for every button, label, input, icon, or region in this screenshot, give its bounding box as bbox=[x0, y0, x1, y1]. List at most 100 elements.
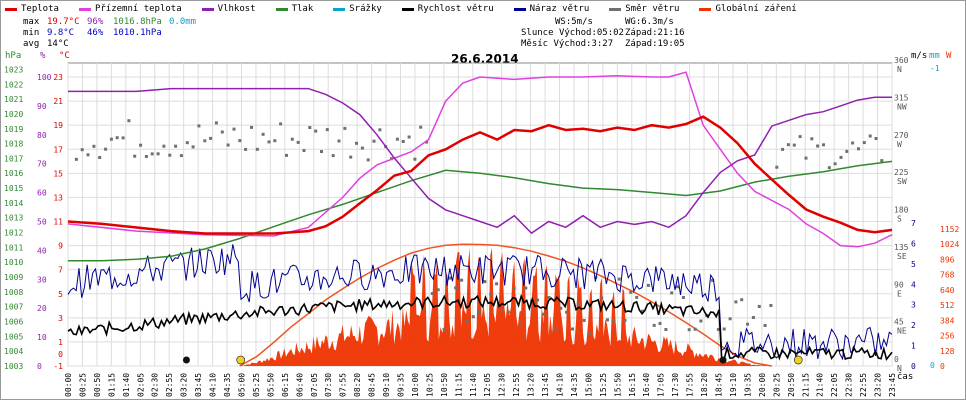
wind-dir-tick-name: NE bbox=[897, 327, 907, 336]
wind-dir-dot bbox=[133, 154, 137, 158]
series-line-tlak bbox=[68, 160, 893, 262]
stats-min-label: min bbox=[23, 28, 40, 38]
wind-dir-dot bbox=[174, 144, 178, 148]
wind-axis-unit: m/s bbox=[911, 51, 927, 61]
sun-set: Západ:21:16 bbox=[625, 28, 685, 38]
wind-dir-dot bbox=[115, 136, 119, 140]
moon-row: Měsíc Východ:3:27 bbox=[521, 39, 624, 50]
wind-dir-dot bbox=[238, 139, 242, 143]
x-tick-label: 15:50 bbox=[613, 373, 622, 397]
temp-tick: 1 bbox=[58, 338, 63, 347]
sun-label: Slunce bbox=[521, 28, 554, 38]
wind-dir-dot bbox=[232, 127, 236, 131]
wind-dir-dot bbox=[261, 132, 265, 136]
pressure-tick: 1003 bbox=[4, 362, 23, 371]
radiation-tick: 768 bbox=[940, 271, 955, 280]
wind-dir-dot bbox=[880, 159, 884, 163]
humidity-tick: 0 bbox=[37, 362, 42, 371]
wind-dir-dot bbox=[716, 327, 720, 331]
x-tick-label: 08:20 bbox=[353, 373, 362, 397]
wind-dir-dot bbox=[827, 166, 831, 170]
wind-dir-dot bbox=[355, 141, 358, 145]
x-tick-label: 23:20 bbox=[874, 373, 883, 397]
x-tick-label: 16:15 bbox=[628, 373, 637, 397]
wind-dir-dot bbox=[209, 136, 213, 140]
sunset-marker bbox=[793, 355, 803, 365]
stats-avg-row: avg 14°C bbox=[23, 39, 196, 50]
wind-speed-tick: 0 bbox=[911, 362, 916, 371]
wind-dir-dot bbox=[74, 157, 78, 161]
wind-dir-dot bbox=[244, 147, 248, 151]
wind-dir-dot bbox=[664, 328, 668, 331]
radiation-tick: 0 bbox=[940, 362, 945, 371]
humidity-tick: 10 bbox=[37, 333, 47, 342]
pressure-axis-unit: hPa bbox=[5, 51, 21, 61]
wind-dir-dot bbox=[553, 327, 557, 331]
wind-dir-dot bbox=[833, 162, 837, 166]
wg-value: WG:6.3m/s bbox=[625, 17, 674, 27]
wind-dir-dot bbox=[109, 137, 113, 141]
stats-max-press: 1016.8hPa bbox=[113, 17, 162, 27]
wind-dir-dot bbox=[430, 292, 434, 295]
wind-dir-dot bbox=[658, 322, 662, 325]
sun-row: Slunce Východ:05:02 bbox=[521, 28, 624, 39]
rain-tick: 0 bbox=[930, 361, 935, 370]
humidity-tick: 50 bbox=[37, 218, 47, 227]
wind-dir-tick-name: S bbox=[897, 215, 902, 224]
humidity-tick: 30 bbox=[37, 275, 47, 284]
wind-dir-dot bbox=[857, 147, 860, 151]
wind-dir-tick-deg: 45 bbox=[894, 318, 904, 327]
wind-dir-dot bbox=[734, 300, 738, 304]
humidity-tick: 100 bbox=[37, 73, 52, 82]
wind-dir-dot bbox=[757, 305, 761, 308]
wind-dir-tick-name: E bbox=[897, 289, 902, 298]
wind-dir-dot bbox=[728, 317, 732, 321]
wind-dir-tick-deg: 360 bbox=[894, 56, 909, 65]
wind-dir-dot bbox=[425, 140, 429, 144]
wind-dir-dot bbox=[267, 140, 271, 144]
x-tick-label: 00:50 bbox=[93, 373, 102, 397]
wind-dir-dot bbox=[792, 143, 796, 147]
radiation-axis-unit: W bbox=[946, 51, 952, 61]
wind-speed-tick: 4 bbox=[911, 280, 916, 289]
x-tick-label: 12:05 bbox=[483, 373, 492, 397]
wind-dir-dot bbox=[641, 309, 644, 313]
wind-dir-dot bbox=[571, 327, 574, 331]
pressure-tick: 1015 bbox=[4, 184, 23, 193]
wind-dir-dot bbox=[781, 147, 785, 151]
wind-dir-dot bbox=[203, 139, 207, 143]
sun-moon-info-2: WG:6.3m/s Západ:21:16 Západ:19:05 bbox=[625, 17, 685, 50]
wind-dir-tick-name: W bbox=[897, 140, 902, 149]
pressure-tick: 1009 bbox=[4, 273, 23, 282]
wind-dir-dot bbox=[576, 302, 580, 306]
wind-dir-dot bbox=[646, 283, 650, 287]
x-tick-label: 07:05 bbox=[310, 373, 319, 397]
moon-set: Západ:19:05 bbox=[625, 39, 685, 49]
stats-max-row: max 19.7°C 96% 1016.8hPa 0.0mm bbox=[23, 17, 196, 28]
sun-rise: Východ:05:02 bbox=[558, 28, 624, 38]
wind-dir-tick-name: SE bbox=[897, 252, 907, 261]
pressure-tick: 1004 bbox=[4, 347, 23, 356]
stats-avg-label: avg bbox=[23, 39, 40, 49]
legend-label: Teplota bbox=[21, 4, 59, 14]
wind-dir-dot bbox=[506, 310, 510, 314]
radiation-envelope bbox=[239, 243, 772, 367]
wind-dir-dot bbox=[220, 130, 224, 134]
wind-dir-dot bbox=[279, 122, 283, 126]
temp-tick: 11 bbox=[53, 218, 63, 227]
wind-dir-dot bbox=[687, 328, 691, 332]
pressure-tick: 1014 bbox=[4, 199, 23, 208]
wind-dir-dot bbox=[722, 327, 726, 331]
wind-dir-tick-name: N bbox=[897, 65, 902, 74]
x-tick-label: 04:35 bbox=[223, 373, 232, 397]
wind-dir-dot bbox=[588, 332, 592, 336]
ws-value: WS:5m/s bbox=[555, 17, 593, 27]
legend-swatch bbox=[5, 7, 17, 11]
pressure-tick: 1021 bbox=[4, 95, 23, 104]
pressure-tick: 1013 bbox=[4, 214, 23, 223]
wind-dir-dot bbox=[681, 296, 685, 299]
stats-avg-temp: 14°C bbox=[47, 39, 69, 49]
x-tick-label: 08:45 bbox=[368, 373, 377, 397]
wind-dir-dot bbox=[495, 282, 499, 286]
moonset-marker bbox=[719, 356, 727, 364]
